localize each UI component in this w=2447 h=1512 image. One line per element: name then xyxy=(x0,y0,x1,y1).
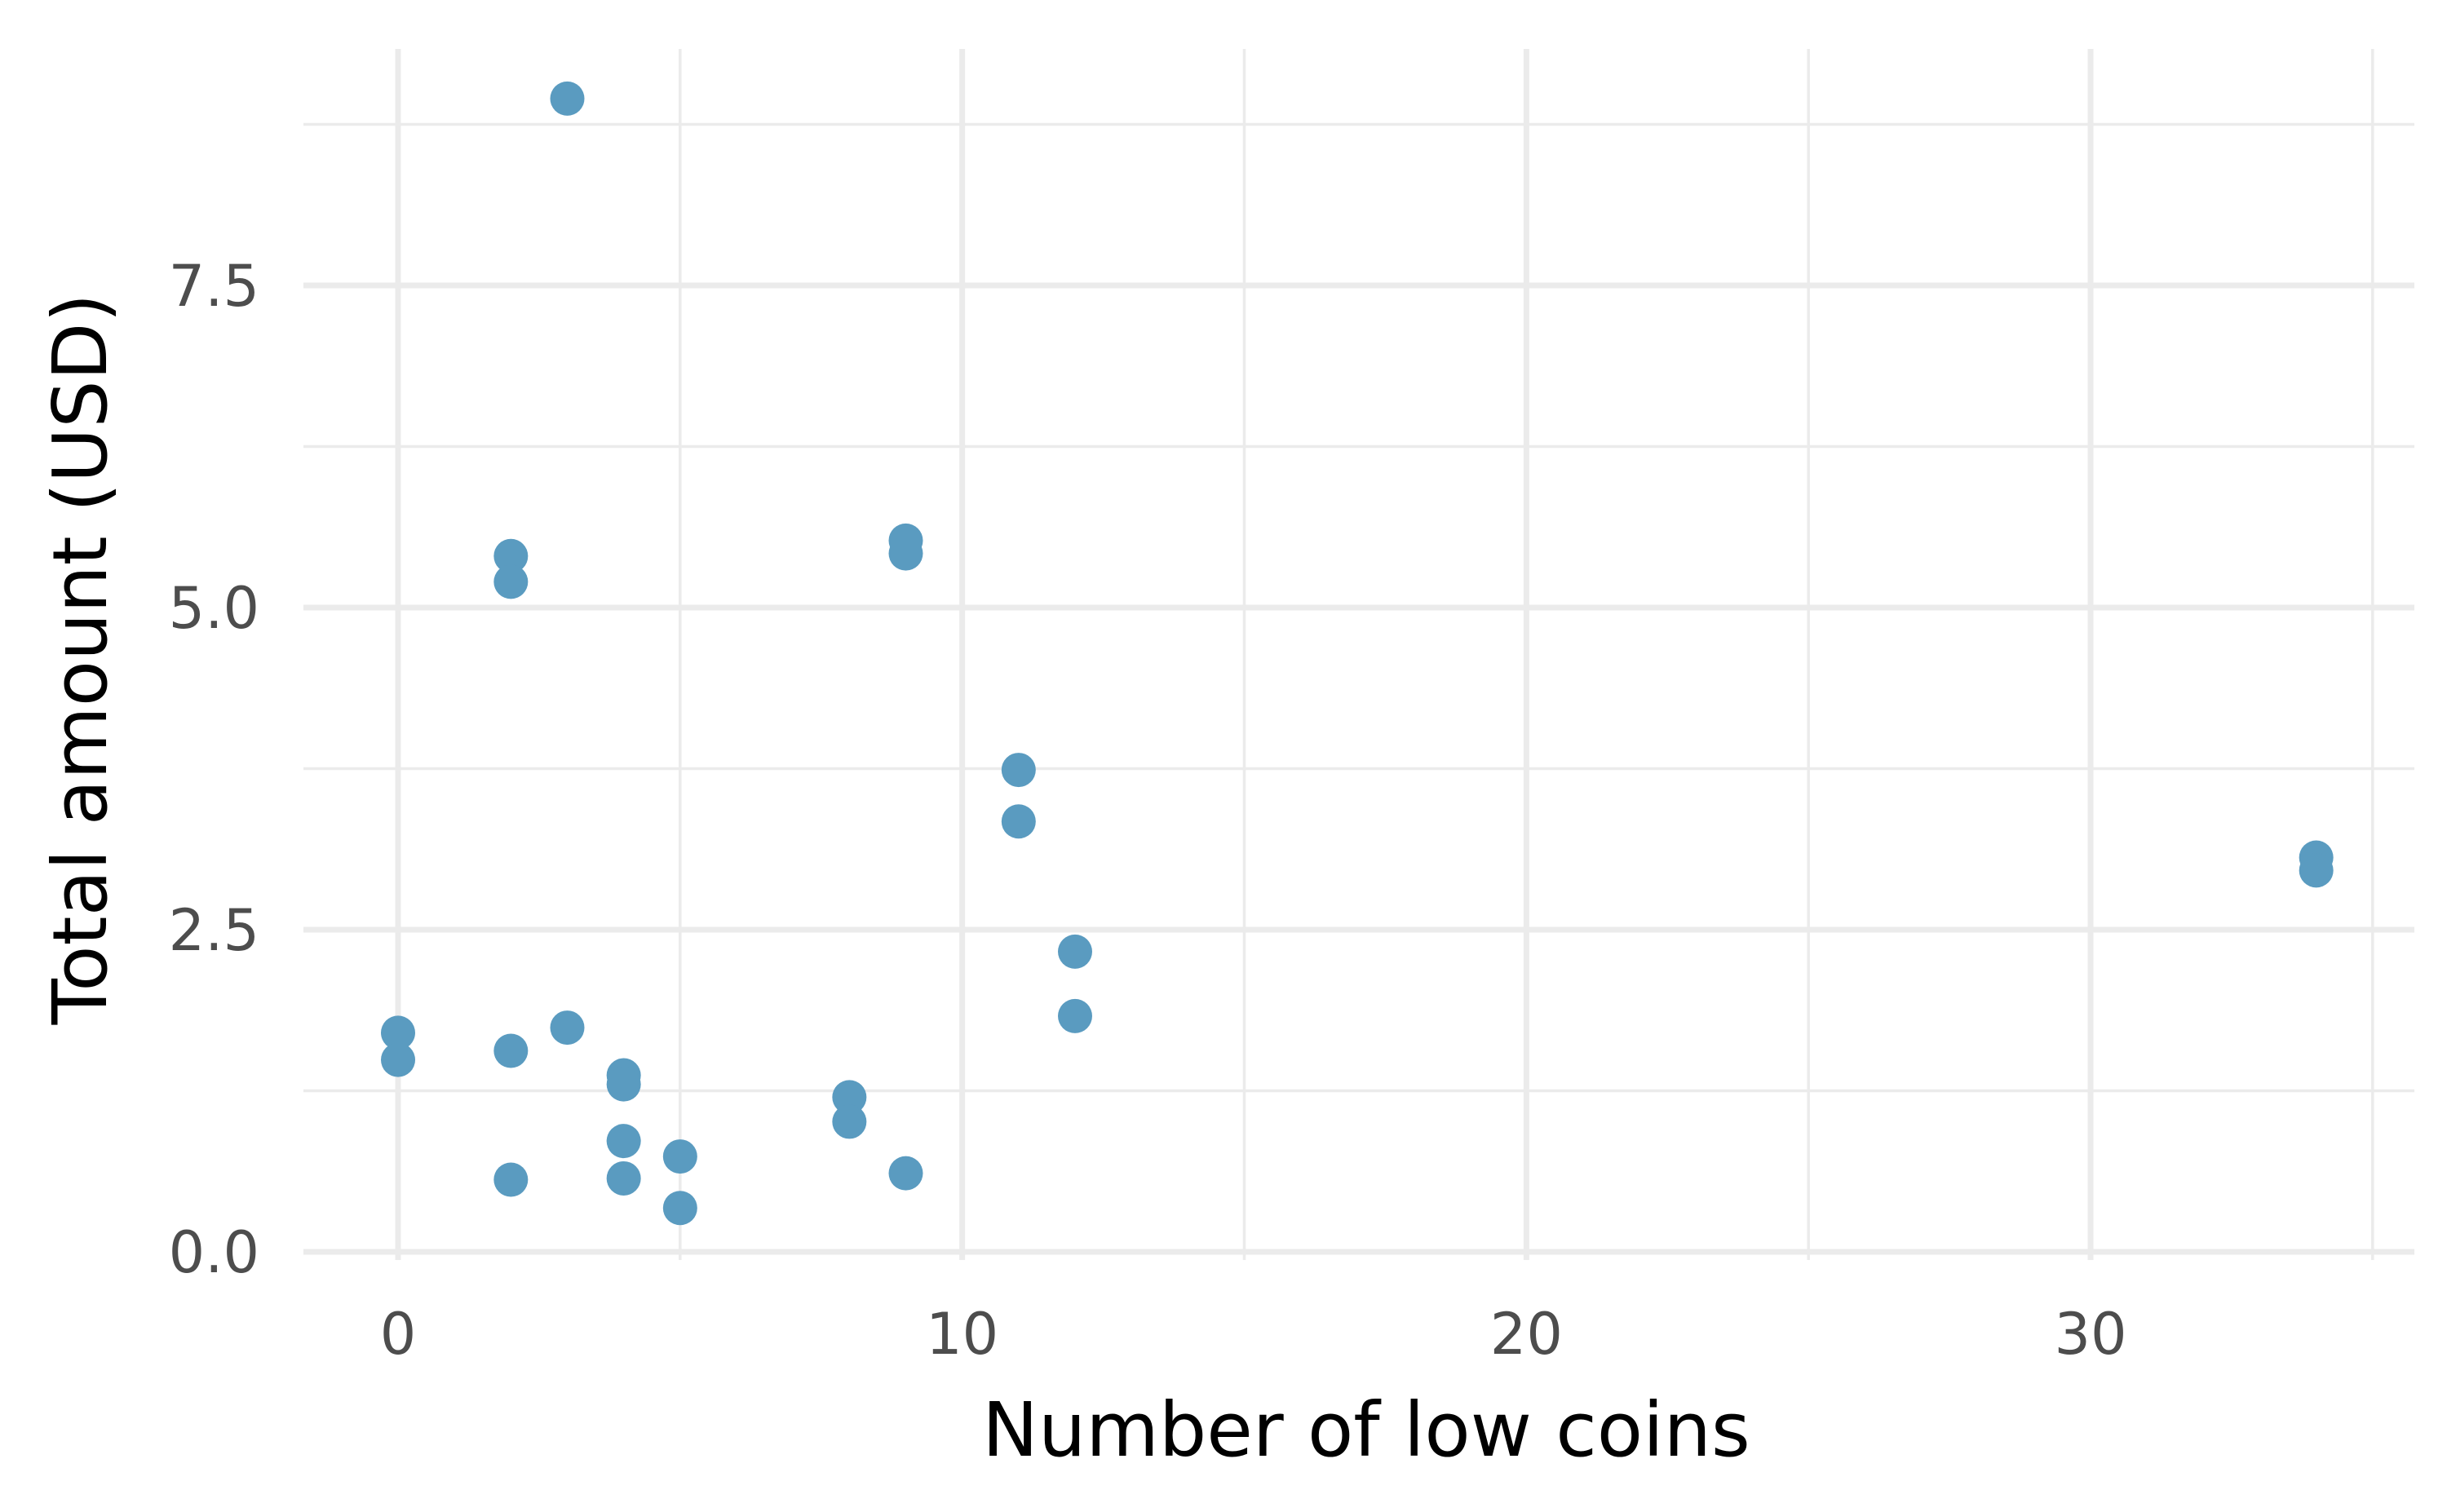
minor-gridlines xyxy=(303,49,2414,1260)
data-point xyxy=(606,1161,641,1196)
data-point xyxy=(888,1156,923,1191)
data-point xyxy=(662,1139,697,1174)
data-point xyxy=(493,564,529,599)
data-point xyxy=(662,1191,697,1226)
x-axis-tick-labels: 0 10 20 30 xyxy=(380,1301,2127,1368)
data-point xyxy=(832,1080,867,1115)
data-point xyxy=(493,538,529,573)
data-point xyxy=(888,536,923,571)
data-point xyxy=(832,1104,867,1139)
major-gridlines xyxy=(303,49,2414,1260)
data-point xyxy=(1001,804,1036,839)
y-tick-label: 0.0 xyxy=(169,1219,259,1286)
x-tick-label: 20 xyxy=(1490,1301,1563,1368)
data-point xyxy=(550,81,585,116)
data-point xyxy=(550,1010,585,1046)
data-point xyxy=(493,1162,529,1197)
y-tick-label: 7.5 xyxy=(169,253,259,320)
data-point xyxy=(2299,853,2334,888)
data-point xyxy=(381,1015,415,1050)
data-point xyxy=(606,1067,641,1102)
x-tick-label: 30 xyxy=(2054,1301,2126,1368)
y-axis-title: Total amount (USD) xyxy=(37,294,124,1026)
x-tick-label: 0 xyxy=(380,1301,417,1368)
y-tick-label: 5.0 xyxy=(169,575,259,642)
data-point xyxy=(1058,998,1092,1033)
x-axis-title: Number of low coins xyxy=(982,1386,1750,1474)
data-point xyxy=(381,1042,415,1077)
data-point xyxy=(606,1124,641,1159)
data-point xyxy=(1058,934,1092,969)
y-axis-tick-labels: 0.0 2.5 5.0 7.5 xyxy=(169,253,259,1286)
x-tick-label: 10 xyxy=(926,1301,998,1368)
y-tick-label: 2.5 xyxy=(169,897,259,964)
data-point xyxy=(1001,753,1036,788)
data-points xyxy=(381,81,2334,1226)
data-point xyxy=(493,1033,529,1068)
